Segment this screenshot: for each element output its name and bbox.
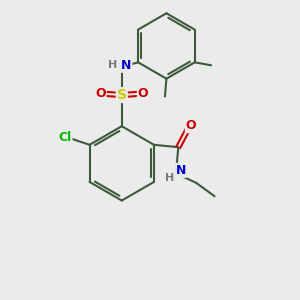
Text: N: N: [176, 164, 187, 177]
Text: H: H: [108, 60, 117, 70]
Text: O: O: [95, 87, 106, 100]
Text: O: O: [138, 87, 148, 100]
Text: H: H: [165, 173, 175, 183]
Text: N: N: [121, 59, 131, 72]
Text: O: O: [186, 119, 196, 132]
Text: Cl: Cl: [58, 131, 71, 144]
Text: S: S: [117, 88, 127, 102]
